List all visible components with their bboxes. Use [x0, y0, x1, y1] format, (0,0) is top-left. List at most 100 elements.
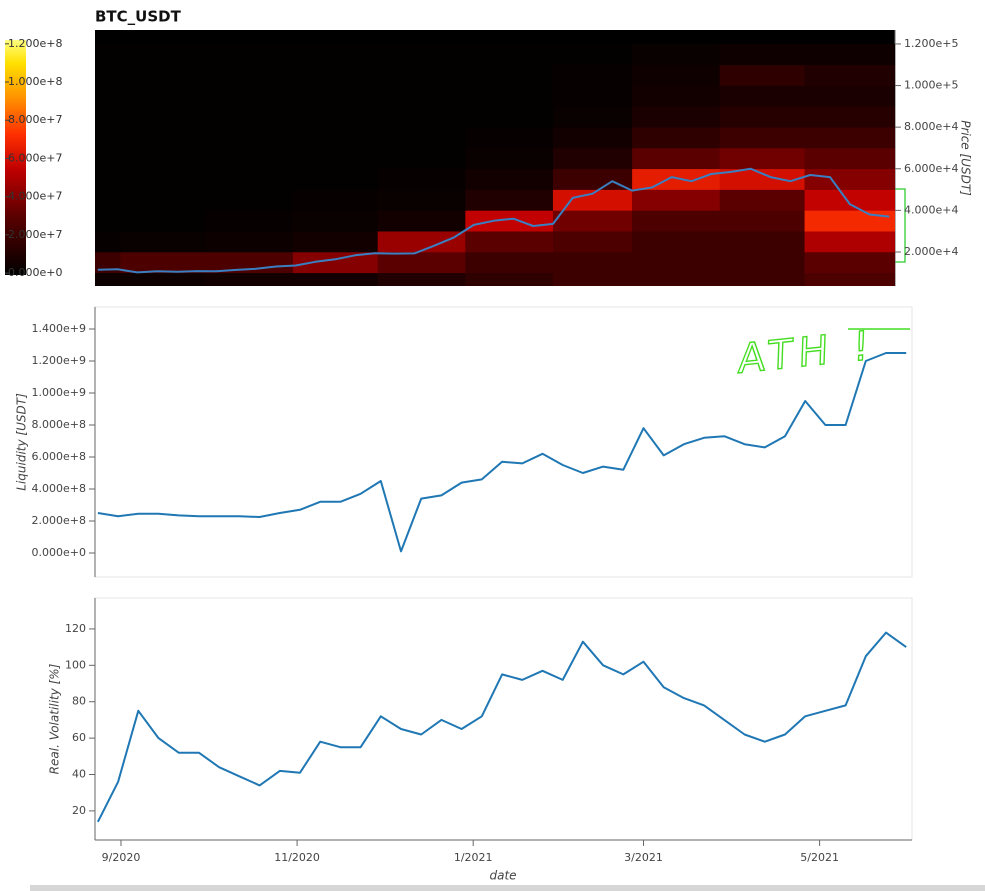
y-tick-label: 6.000e+4: [904, 162, 958, 175]
heatmap-cell: [552, 147, 633, 170]
x-tick-label: 9/2020: [102, 851, 141, 864]
heatmap-cell: [465, 85, 554, 107]
heatmap-cell: [465, 251, 554, 274]
heatmap-cell: [377, 85, 466, 107]
heatmap-cell: [465, 231, 554, 253]
heatmap-cell: [95, 272, 121, 286]
colorbar-tick-label: 6.000e+7: [8, 151, 62, 164]
y-tick-label: 100: [65, 658, 86, 671]
heatmap-cell: [292, 127, 378, 149]
y-tick-label: 2.000e+8: [32, 514, 86, 527]
heatmap-cell: [120, 231, 206, 253]
heatmap-cell: [292, 210, 378, 232]
heatmap-cell: [205, 272, 294, 286]
heatmap-cell: [632, 251, 721, 274]
y-tick-label: 4.000e+8: [32, 482, 86, 495]
heatmap-cell: [804, 231, 895, 253]
colorbar-tick-label: 0.000e+0: [8, 266, 62, 279]
heatmap-cell: [552, 231, 633, 253]
heatmap-cell: [804, 189, 895, 211]
heatmap-cell: [465, 127, 554, 149]
heatmap-cell: [120, 43, 206, 66]
heatmap-cell: [719, 210, 805, 232]
scrollbar: [30, 885, 985, 891]
heatmap-cell: [377, 106, 466, 128]
y-tick-label: 0.000e+0: [32, 546, 86, 559]
heatmap-cell: [292, 64, 378, 86]
heatmap-cell: [120, 147, 206, 170]
heatmap-cell: [632, 85, 721, 107]
heatmap-cell: [377, 189, 466, 211]
heatmap-cell: [292, 85, 378, 107]
x-tick-label: 3/2021: [624, 851, 663, 864]
x-axis-label: date: [489, 869, 516, 883]
heatmap-cell: [465, 43, 554, 66]
heatmap-cell: [719, 127, 805, 149]
heatmap-cell: [292, 168, 378, 190]
heatmap-cell: [804, 147, 895, 170]
y-tick-label: 40: [72, 767, 86, 780]
y-tick-label: 1.200e+5: [904, 37, 958, 50]
heatmap-cell: [632, 231, 721, 253]
heatmap-cell: [120, 106, 206, 128]
y-tick-label: 1.400e+9: [32, 322, 86, 335]
heatmap-cell: [377, 251, 466, 274]
heatmap-cell: [292, 106, 378, 128]
y-tick-label: 1.000e+5: [904, 79, 958, 92]
heatmap: [95, 43, 895, 286]
heatmap-cell: [719, 251, 805, 274]
heatmap-cell: [95, 64, 121, 86]
y-tick-label: 6.000e+8: [32, 450, 86, 463]
heatmap-cell: [95, 231, 121, 253]
heatmap-cell: [804, 127, 895, 149]
heatmap-cell: [205, 210, 294, 232]
colorbar: [5, 40, 26, 275]
heatmap-cell: [205, 168, 294, 190]
heatmap-cell: [804, 210, 895, 232]
heatmap-cell: [292, 189, 378, 211]
heatmap-cell: [95, 168, 121, 190]
heatmap-cell: [719, 231, 805, 253]
heatmap-cell: [95, 251, 121, 274]
heatmap-cell: [205, 43, 294, 66]
heatmap-cell: [95, 210, 121, 232]
heatmap-cell: [465, 106, 554, 128]
heatmap-cell: [377, 168, 466, 190]
x-tick-label: 5/2021: [800, 851, 839, 864]
heatmap-cell: [120, 168, 206, 190]
heatmap-cell: [95, 189, 121, 211]
y-tick-label: 1.000e+9: [32, 386, 86, 399]
heatmap-cell: [377, 231, 466, 253]
heatmap-cell: [719, 85, 805, 107]
heatmap-cell: [804, 168, 895, 190]
colorbar-tick-label: 2.000e+7: [8, 228, 62, 241]
chart-title: BTC_USDT: [95, 8, 182, 26]
heatmap-cell: [804, 64, 895, 86]
heatmap-cell: [465, 210, 554, 232]
heatmap-cell: [465, 272, 554, 286]
heatmap-cell: [205, 106, 294, 128]
heatmap-cell: [719, 189, 805, 211]
heatmap-cell: [719, 147, 805, 170]
heatmap-cell: [804, 85, 895, 107]
heatmap-cell: [552, 272, 633, 286]
heatmap-cell: [632, 189, 721, 211]
heatmap-cell: [205, 189, 294, 211]
heatmap-cell: [632, 106, 721, 128]
heatmap-cell: [465, 147, 554, 170]
heatmap-cell: [552, 251, 633, 274]
heatmap-cell: [804, 272, 895, 286]
heatmap-cell: [804, 251, 895, 274]
y-tick-label: 8.000e+8: [32, 418, 86, 431]
heatmap-cell: [804, 43, 895, 66]
heatmap-cell: [205, 147, 294, 170]
heatmap-cell: [632, 210, 721, 232]
heatmap-cell: [205, 231, 294, 253]
y-tick-label: 120: [65, 622, 86, 635]
heatmap-cell: [292, 43, 378, 66]
heatmap-cell: [552, 43, 633, 66]
heatmap-cell: [377, 272, 466, 286]
heatmap-cell: [120, 189, 206, 211]
heatmap-cell: [120, 210, 206, 232]
